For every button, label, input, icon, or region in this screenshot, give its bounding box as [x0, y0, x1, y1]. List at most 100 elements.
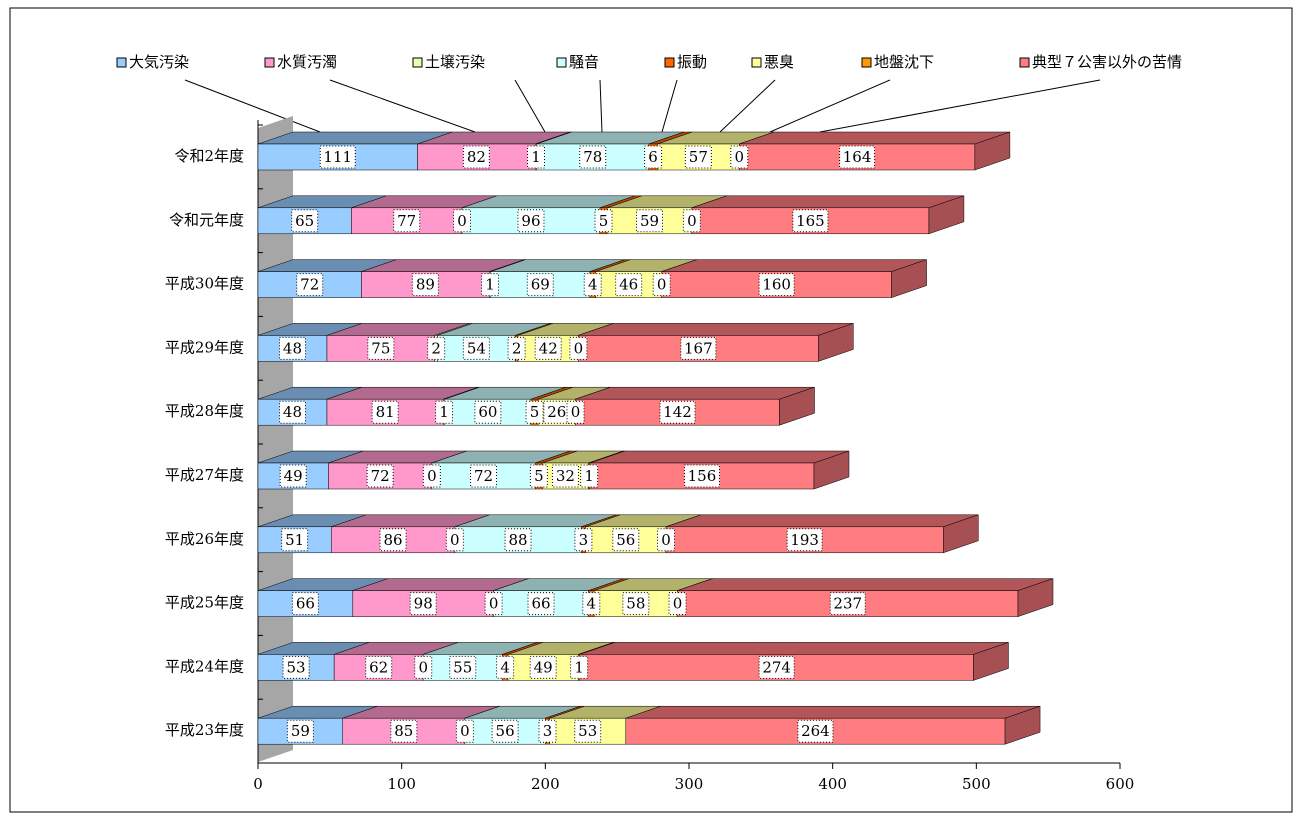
bar-top-shade [361, 259, 525, 272]
leader-line [819, 79, 1101, 133]
value-label: 5 [534, 467, 544, 485]
bar-side [943, 514, 979, 554]
value-label-box [582, 592, 601, 616]
value-label-box [279, 464, 307, 488]
value-label-box [594, 209, 613, 233]
value-label: 1 [574, 658, 584, 676]
value-label: 96 [521, 212, 540, 230]
bar-top-shade [490, 259, 625, 272]
value-label: 0 [457, 212, 467, 230]
value-label: 156 [688, 467, 717, 485]
value-label: 46 [619, 276, 638, 294]
bar-side [779, 386, 815, 426]
value-label: 0 [735, 148, 745, 166]
bar-top-shade [535, 451, 578, 463]
value-label-box [566, 400, 585, 424]
value-label: 49 [534, 658, 553, 676]
legend-label: 水質汚濁 [277, 53, 337, 71]
value-label-box [683, 464, 720, 488]
leader-line [329, 79, 476, 133]
value-label: 88 [508, 531, 527, 549]
value-label-box [319, 145, 356, 169]
bar-top-shade [575, 387, 815, 400]
value-label: 78 [583, 148, 602, 166]
bar-top-shade [585, 514, 702, 527]
value-label-box [491, 719, 519, 743]
value-label-box [366, 464, 394, 488]
value-label: 0 [489, 595, 499, 613]
bar-top-shade [625, 706, 1041, 719]
legend-label: 典型７公害以外の苦情 [1032, 53, 1182, 71]
bar-side-shade [1005, 706, 1041, 745]
bar-top-shade [530, 387, 574, 400]
bar-side-shade [813, 451, 849, 489]
bar-top-shade [579, 642, 1009, 655]
category-label: 令和2年度 [174, 147, 244, 165]
bar-top-shade [518, 323, 614, 336]
value-label-box [529, 464, 548, 488]
bar-side-shade [974, 132, 1010, 170]
value-label-box [496, 655, 515, 679]
value-label-box [529, 655, 557, 679]
value-label-box [652, 273, 671, 297]
value-label-box [526, 145, 545, 169]
bar-side-shade [973, 642, 1009, 681]
value-label-box [455, 719, 474, 743]
value-label-box [659, 400, 696, 424]
value-label: 72 [300, 276, 319, 294]
bar-top-shade [545, 706, 585, 719]
value-label-box [296, 273, 324, 297]
category-label: 平成29年度 [165, 338, 244, 356]
value-label: 237 [833, 595, 862, 613]
value-label-box [758, 655, 795, 679]
value-label: 60 [478, 403, 497, 421]
bar-top-shade [258, 259, 397, 272]
value-label-box [538, 719, 557, 743]
value-label-box [507, 336, 526, 360]
bar-top-shade [437, 323, 551, 336]
value-label: 3 [579, 531, 589, 549]
bar-top-shade [739, 132, 1010, 144]
bar-side-shade [818, 323, 854, 362]
value-label: 142 [663, 403, 692, 421]
x-tick-label: 100 [387, 775, 416, 793]
legend-swatch [664, 57, 675, 68]
bar-top-shade [464, 706, 581, 719]
value-label-box [470, 464, 498, 488]
value-label: 56 [616, 531, 635, 549]
bar-top-shade [578, 323, 854, 336]
value-label: 0 [460, 722, 470, 740]
leader-line [661, 79, 678, 133]
value-label: 4 [500, 658, 510, 676]
bar-top-shade [351, 195, 498, 208]
value-label: 86 [383, 531, 402, 549]
bar-side [813, 450, 850, 490]
bar-top-shade [493, 578, 624, 591]
category-label: 平成27年度 [165, 466, 244, 484]
value-label: 0 [687, 212, 697, 230]
bar-top-shade [648, 132, 693, 144]
value-label: 0 [571, 403, 581, 421]
legend-swatch [1019, 57, 1030, 68]
bar-top-shade [331, 514, 490, 527]
bar-side [818, 323, 854, 362]
value-label: 62 [369, 658, 388, 676]
value-label-box [682, 209, 701, 233]
bar-top-shade [328, 451, 467, 463]
value-label-box [684, 145, 712, 169]
value-label: 1 [439, 403, 449, 421]
value-label: 66 [531, 595, 550, 613]
bar-top-shade [502, 642, 543, 655]
value-label: 48 [283, 403, 302, 421]
value-label: 193 [790, 531, 819, 549]
bar-top-shade [258, 642, 370, 655]
bar-side [1017, 578, 1054, 617]
value-label-box [453, 209, 472, 233]
value-label: 53 [578, 722, 597, 740]
value-label: 3 [543, 722, 553, 740]
bar-top-shade [258, 578, 388, 591]
value-label: 49 [284, 467, 303, 485]
value-label: 48 [283, 339, 302, 357]
value-label: 2 [431, 339, 441, 357]
